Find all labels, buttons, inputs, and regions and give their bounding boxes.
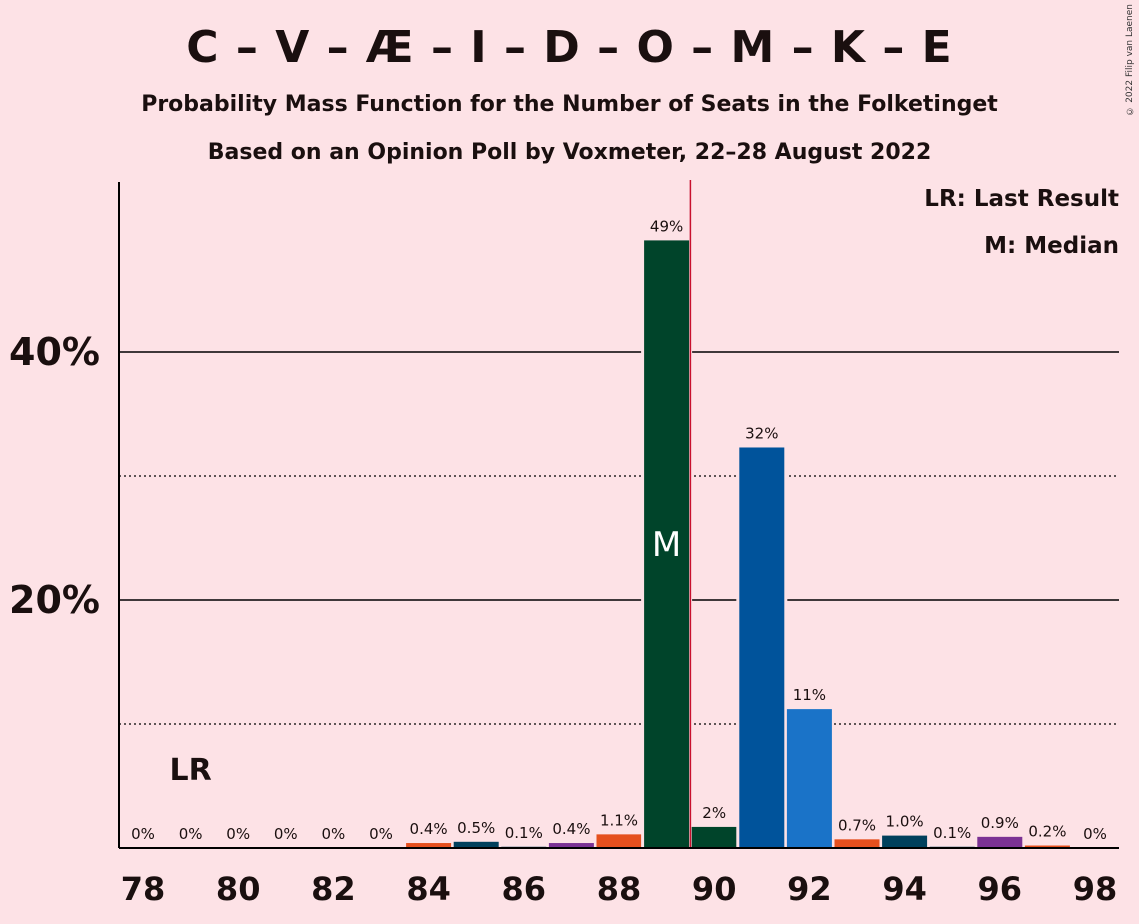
data-label-seat-93: 0.7% — [838, 816, 876, 834]
data-label-seat-79: 0% — [179, 825, 203, 843]
x-tick-label: 94 — [882, 870, 927, 908]
median-marker: M — [652, 525, 681, 565]
bar-seat-96 — [977, 836, 1023, 848]
data-label-seat-81: 0% — [274, 825, 298, 843]
data-label-seat-80: 0% — [226, 825, 250, 843]
chart-subtitle: Probability Mass Function for the Number… — [141, 92, 998, 117]
bar-seat-87 — [548, 843, 594, 848]
bar-seat-97 — [1024, 845, 1070, 848]
x-tick-label: 80 — [216, 870, 261, 908]
y-tick-label: 40% — [9, 330, 100, 374]
data-label-seat-98: 0% — [1083, 825, 1107, 843]
data-label-seat-92: 11% — [793, 686, 826, 704]
x-tick-label: 92 — [787, 870, 832, 908]
data-label-seat-97: 0.2% — [1028, 823, 1066, 841]
data-label-seat-96: 0.9% — [981, 814, 1019, 832]
data-label-seat-89: 49% — [650, 217, 683, 235]
data-label-seat-83: 0% — [369, 825, 393, 843]
x-tick-label: 96 — [978, 870, 1023, 908]
data-label-seat-82: 0% — [322, 825, 346, 843]
last-result-marker: LR — [169, 753, 211, 788]
data-label-seat-91: 32% — [745, 424, 778, 442]
bar-seat-94 — [882, 835, 928, 848]
data-label-seat-90: 2% — [702, 804, 726, 822]
bar-seat-89 — [644, 240, 690, 848]
y-tick-label: 20% — [9, 578, 100, 622]
data-label-seat-88: 1.1% — [600, 811, 638, 829]
bar-seat-93 — [834, 839, 880, 848]
x-tick-label: 88 — [597, 870, 642, 908]
x-tick-label: 84 — [406, 870, 451, 908]
x-tick-label: 82 — [311, 870, 356, 908]
x-tick-label: 78 — [121, 870, 166, 908]
bar-seat-84 — [406, 843, 452, 848]
bar-seat-91 — [739, 447, 785, 848]
legend-median: M: Median — [984, 233, 1119, 259]
data-label-seat-78: 0% — [131, 825, 155, 843]
bar-seat-85 — [453, 841, 499, 848]
data-label-seat-94: 1.0% — [886, 813, 924, 831]
x-tick-label: 98 — [1073, 870, 1118, 908]
bar-seat-92 — [786, 709, 832, 848]
data-label-seat-87: 0.4% — [552, 820, 590, 838]
bar-seat-88 — [596, 834, 642, 848]
data-label-seat-95: 0.1% — [933, 824, 971, 842]
x-tick-label: 90 — [692, 870, 737, 908]
chart-title: C – V – Æ – I – D – O – M – K – E — [186, 22, 953, 73]
bar-seat-90 — [691, 826, 737, 848]
data-label-seat-85: 0.5% — [457, 819, 495, 837]
data-label-seat-86: 0.1% — [505, 824, 543, 842]
legend-last-result: LR: Last Result — [924, 186, 1119, 212]
chart-subtitle-source: Based on an Opinion Poll by Voxmeter, 22… — [207, 140, 932, 165]
x-tick-label: 86 — [502, 870, 547, 908]
data-label-seat-84: 0.4% — [410, 820, 448, 838]
